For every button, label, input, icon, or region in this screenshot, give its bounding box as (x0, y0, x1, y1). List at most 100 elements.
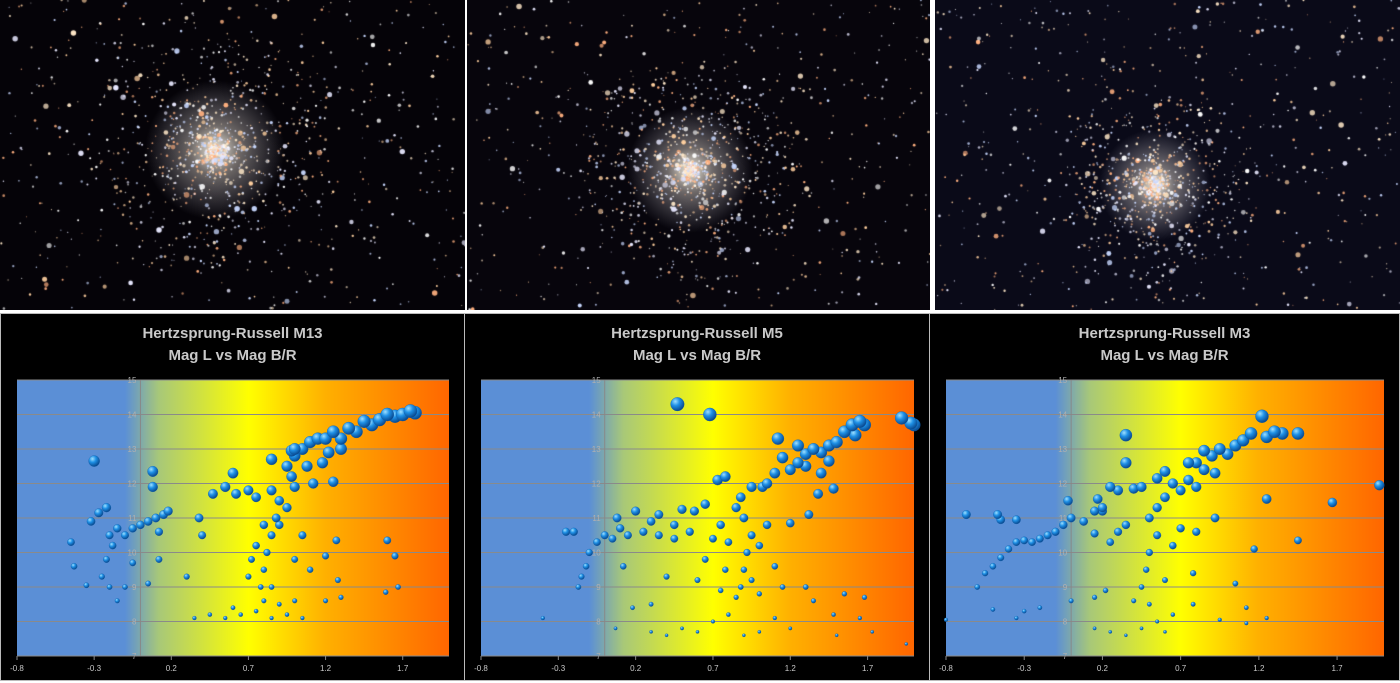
y-tick-label: 13 (128, 445, 137, 454)
data-point (154, 527, 164, 536)
y-tick-label: 8 (596, 618, 601, 627)
data-point (298, 531, 307, 540)
data-point (1035, 534, 1044, 543)
data-point (1092, 494, 1103, 504)
data-point (267, 531, 276, 540)
data-point (245, 573, 252, 580)
data-point (192, 615, 197, 621)
data-point (981, 570, 989, 577)
data-point (717, 587, 724, 594)
data-point (260, 566, 268, 573)
data-point (1092, 594, 1098, 600)
data-point (383, 589, 389, 595)
data-point (276, 601, 282, 607)
data-point (94, 508, 104, 518)
data-point (654, 531, 663, 540)
data-point (1119, 428, 1133, 442)
data-point (1244, 621, 1249, 626)
data-point (105, 531, 114, 540)
data-point (802, 584, 809, 590)
data-point (1143, 566, 1150, 573)
x-tick-label: -0.8 (939, 664, 953, 673)
x-tick-label: -0.8 (10, 664, 24, 673)
data-point (230, 605, 236, 611)
data-point (1012, 538, 1021, 546)
data-point (771, 432, 785, 445)
data-point (147, 465, 159, 477)
data-point (357, 414, 371, 428)
y-tick-label: 12 (1058, 480, 1067, 489)
data-point (631, 506, 641, 516)
data-point (268, 584, 275, 590)
data-point (151, 513, 161, 523)
data-point (810, 598, 816, 604)
data-point (664, 633, 669, 638)
data-point (395, 584, 401, 590)
y-tick-label: 13 (1058, 445, 1067, 454)
data-point (1136, 481, 1147, 493)
data-point (791, 439, 805, 452)
data-point (207, 612, 213, 617)
data-point (904, 642, 909, 646)
data-point (722, 566, 729, 573)
data-point (1108, 630, 1113, 634)
data-point (1192, 527, 1201, 536)
data-point (630, 605, 635, 611)
y-tick-label: 8 (132, 618, 137, 627)
data-point (720, 471, 731, 482)
data-point (639, 527, 648, 536)
data-point (238, 612, 243, 617)
data-point (575, 584, 582, 590)
data-point (831, 612, 836, 617)
data-point (1170, 612, 1176, 617)
scatter-plot: 789101112131415-0.8-0.30.20.71.21.7 (939, 376, 1385, 673)
y-tick-label: 9 (132, 583, 137, 592)
data-point (680, 626, 684, 631)
data-point (1151, 473, 1163, 484)
data-point (1182, 457, 1195, 469)
y-tick-label: 11 (1059, 514, 1068, 523)
data-point (619, 563, 627, 570)
data-point (194, 513, 204, 523)
data-point (243, 485, 254, 496)
data-point (342, 421, 356, 435)
data-point (338, 594, 344, 600)
data-point (1043, 531, 1052, 540)
data-point (716, 520, 725, 530)
x-tick-label: 0.2 (1097, 664, 1109, 673)
x-tick-label: 0.7 (1175, 664, 1187, 673)
data-point (136, 520, 145, 530)
data-point (1028, 538, 1036, 546)
data-point (1063, 495, 1073, 506)
data-point (316, 457, 329, 469)
data-point (1210, 513, 1220, 523)
photo-m13-cluster (0, 0, 465, 310)
data-point (756, 591, 763, 597)
data-point (1243, 605, 1249, 611)
data-point (1190, 601, 1196, 607)
data-point (291, 555, 299, 563)
data-point (616, 524, 625, 533)
data-point (253, 608, 259, 614)
x-tick-label: 1.7 (397, 664, 409, 673)
data-point (308, 478, 319, 489)
data-point (1163, 630, 1167, 634)
y-tick-label: 10 (592, 549, 601, 558)
data-point (282, 503, 292, 513)
data-point (1155, 619, 1160, 624)
data-point (779, 584, 786, 590)
data-point (106, 584, 113, 590)
data-point (703, 407, 717, 422)
x-tick-label: -0.8 (474, 664, 488, 673)
data-point (301, 460, 313, 472)
data-point (561, 527, 571, 536)
data-point (1232, 580, 1239, 587)
photo-m3-cluster (935, 0, 1400, 310)
data-point (1294, 536, 1302, 545)
data-point (1264, 615, 1269, 621)
x-tick-label: 1.2 (1253, 664, 1265, 673)
data-point (322, 446, 335, 459)
data-point (701, 555, 709, 563)
data-point (1244, 427, 1258, 440)
data-point (1183, 474, 1194, 486)
